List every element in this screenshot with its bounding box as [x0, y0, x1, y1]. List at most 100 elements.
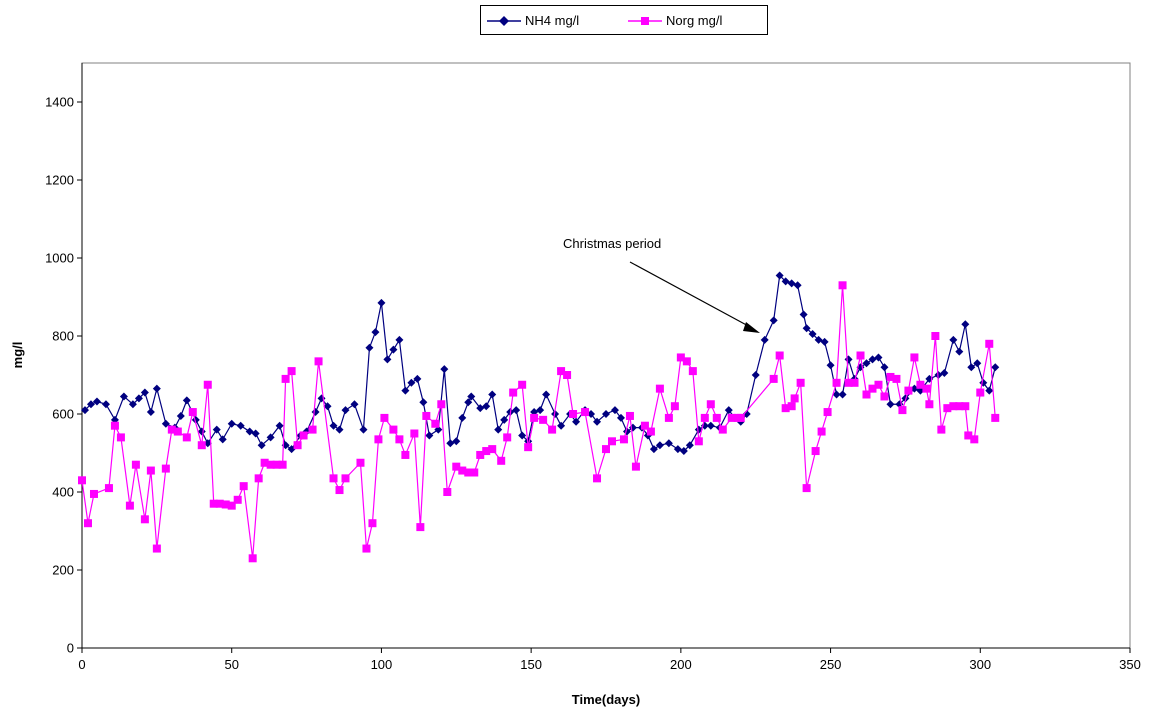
data-point-norg — [443, 488, 452, 496]
data-point-norg — [581, 408, 590, 417]
legend-marker-nh4 — [487, 16, 521, 26]
data-point-nh4 — [452, 437, 461, 446]
data-point-nh4 — [365, 343, 374, 352]
data-point-norg — [682, 357, 691, 366]
legend-label-norg: Norg mg/l — [666, 13, 723, 28]
data-point-norg — [904, 386, 913, 395]
data-point-norg — [410, 429, 419, 438]
data-point-nh4 — [769, 316, 778, 325]
data-point-norg — [802, 484, 811, 493]
data-point-nh4 — [593, 417, 602, 426]
data-point-norg — [790, 394, 799, 403]
data-point-nh4 — [512, 406, 521, 415]
data-point-norg — [503, 433, 512, 442]
data-point-nh4 — [664, 439, 673, 448]
data-point-norg — [167, 425, 176, 434]
data-point-nh4 — [751, 371, 760, 379]
x-tick-label: 0 — [78, 657, 85, 672]
data-point-nh4 — [92, 397, 101, 406]
data-point-norg — [688, 367, 697, 376]
data-point-norg — [368, 519, 377, 528]
data-point-nh4 — [401, 386, 410, 395]
data-point-norg — [83, 519, 92, 528]
legend-item-norg: Norg mg/l — [628, 12, 763, 30]
legend-item-nh4: NH4 mg/l — [487, 12, 617, 30]
data-point-norg — [593, 474, 602, 483]
data-point-norg — [356, 458, 365, 467]
data-point-nh4 — [80, 406, 89, 415]
x-axis-title: Time(days) — [572, 692, 640, 707]
data-point-norg — [452, 462, 461, 471]
data-point-norg — [736, 413, 745, 422]
data-point-norg — [530, 413, 539, 422]
data-point-nh4 — [868, 355, 877, 364]
data-point-nh4 — [419, 398, 428, 407]
data-point-nh4 — [775, 271, 784, 280]
data-point-norg — [209, 499, 218, 508]
data-point-norg — [464, 468, 473, 477]
data-point-norg — [862, 390, 871, 399]
data-point-norg — [161, 464, 170, 473]
data-point-norg — [395, 435, 404, 444]
data-point-norg — [233, 495, 242, 504]
data-point-nh4 — [793, 281, 802, 290]
data-point-nh4 — [685, 441, 694, 450]
data-point-norg — [389, 425, 398, 434]
data-point-norg — [281, 374, 290, 383]
x-tick-label: 100 — [371, 657, 393, 672]
data-point-nh4 — [610, 406, 619, 415]
x-tick-label: 300 — [969, 657, 991, 672]
legend: NH4 mg/l Norg mg/l — [480, 5, 768, 35]
data-point-norg — [482, 447, 491, 456]
data-point-norg — [248, 554, 257, 563]
y-tick-label: 800 — [52, 329, 74, 344]
data-point-norg — [898, 406, 907, 415]
data-point-norg — [287, 367, 296, 376]
data-point-norg — [970, 435, 979, 444]
data-point-norg — [131, 460, 140, 469]
data-point-norg — [781, 404, 790, 413]
data-point-nh4 — [341, 406, 350, 415]
data-point-norg — [548, 425, 557, 434]
data-point-norg — [362, 544, 371, 553]
data-point-nh4 — [275, 421, 284, 430]
data-point-norg — [949, 402, 958, 411]
data-point-norg — [712, 413, 721, 422]
data-point-norg — [892, 374, 901, 383]
data-point-norg — [925, 400, 934, 409]
data-point-norg — [401, 450, 410, 459]
data-point-nh4 — [961, 320, 970, 329]
data-point-norg — [563, 371, 572, 379]
data-point-norg — [524, 443, 533, 452]
series-norg — [78, 281, 1000, 563]
data-point-norg — [706, 400, 715, 409]
data-point-nh4 — [602, 410, 610, 418]
data-point-nh4 — [140, 388, 149, 397]
data-point-nh4 — [838, 390, 847, 399]
data-point-norg — [518, 380, 527, 389]
data-point-nh4 — [446, 439, 455, 448]
data-point-norg — [602, 445, 610, 454]
data-point-norg — [625, 411, 634, 420]
data-point-norg — [260, 458, 269, 467]
y-tick-label: 200 — [52, 563, 74, 578]
data-point-nh4 — [494, 425, 503, 434]
data-point-norg — [203, 380, 212, 389]
data-point-nh4 — [119, 392, 128, 401]
data-point-norg — [811, 447, 820, 456]
data-point-nh4 — [383, 355, 392, 364]
y-tick-label: 1200 — [45, 173, 74, 188]
axes: 0 50 100 150 200 250 300 350 0 200 400 600 800 1000 12… — [45, 63, 1141, 672]
data-point-nh4 — [458, 413, 467, 422]
data-point-norg — [470, 468, 479, 477]
data-point-nh4 — [359, 425, 368, 434]
data-point-nh4 — [227, 419, 236, 428]
data-point-nh4 — [395, 335, 404, 344]
data-point-norg — [182, 433, 191, 442]
data-point-norg — [314, 357, 323, 366]
data-point-nh4 — [101, 400, 110, 409]
data-point-nh4 — [425, 431, 434, 440]
data-point-nh4 — [266, 433, 275, 442]
data-point-norg — [110, 421, 119, 430]
